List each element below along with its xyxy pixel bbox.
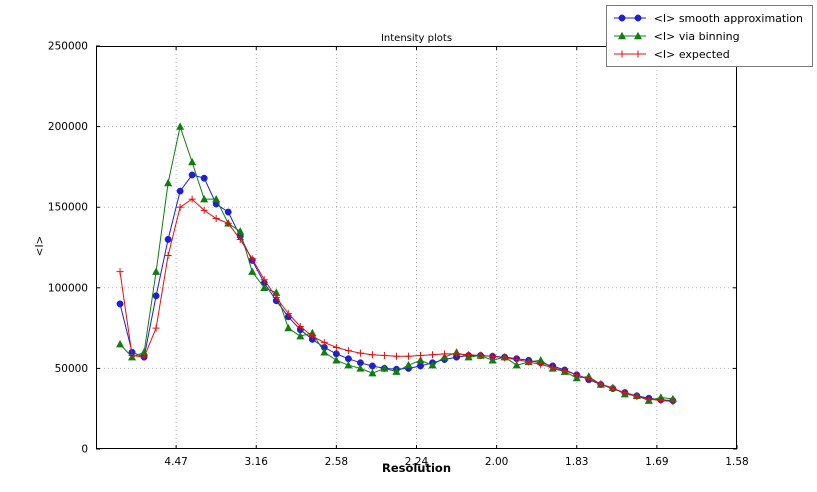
y-axis-label: <I> (34, 235, 46, 257)
legend-marker-triangle (613, 31, 646, 40)
x-tick-label: 4.47 (164, 456, 187, 468)
legend-label: <I> smooth approximation (653, 11, 803, 25)
x-tick-label: 2.58 (325, 456, 348, 468)
y-tick-label: 200000 (48, 121, 88, 133)
y-tick-label: 0 (81, 444, 88, 456)
x-tick-label: 1.83 (565, 456, 588, 468)
chart-title: Intensity plots (380, 33, 453, 44)
x-axis-label: Resolution (381, 461, 452, 475)
y-tick-label: 50000 (55, 363, 88, 375)
y-tick-label: 150000 (48, 202, 88, 214)
legend-item: <I> expected (612, 45, 803, 63)
legend-marker-plus (613, 50, 646, 58)
legend-item: <I> via binning (612, 27, 803, 45)
legend-item: <I> smooth approximation (612, 9, 803, 27)
x-tick-label: 1.58 (725, 456, 748, 468)
legend-label: <I> via binning (653, 29, 740, 43)
legend-label: <I> expected (653, 47, 730, 61)
y-tick-label: 250000 (48, 41, 88, 53)
series-triangle (116, 122, 677, 404)
y-tick-label: 100000 (48, 282, 88, 294)
legend-marker-circle (613, 14, 646, 22)
series-plus (116, 195, 677, 405)
x-tick-label: 2.00 (485, 456, 508, 468)
x-tick-label: 1.69 (645, 456, 668, 468)
x-tick-label: 2.24 (405, 456, 429, 468)
legend: <I> smooth approximation <I> via binning <… (605, 5, 813, 67)
axis-ticks (96, 45, 738, 450)
x-tick-label: 3.16 (245, 456, 269, 468)
grid (96, 46, 737, 449)
